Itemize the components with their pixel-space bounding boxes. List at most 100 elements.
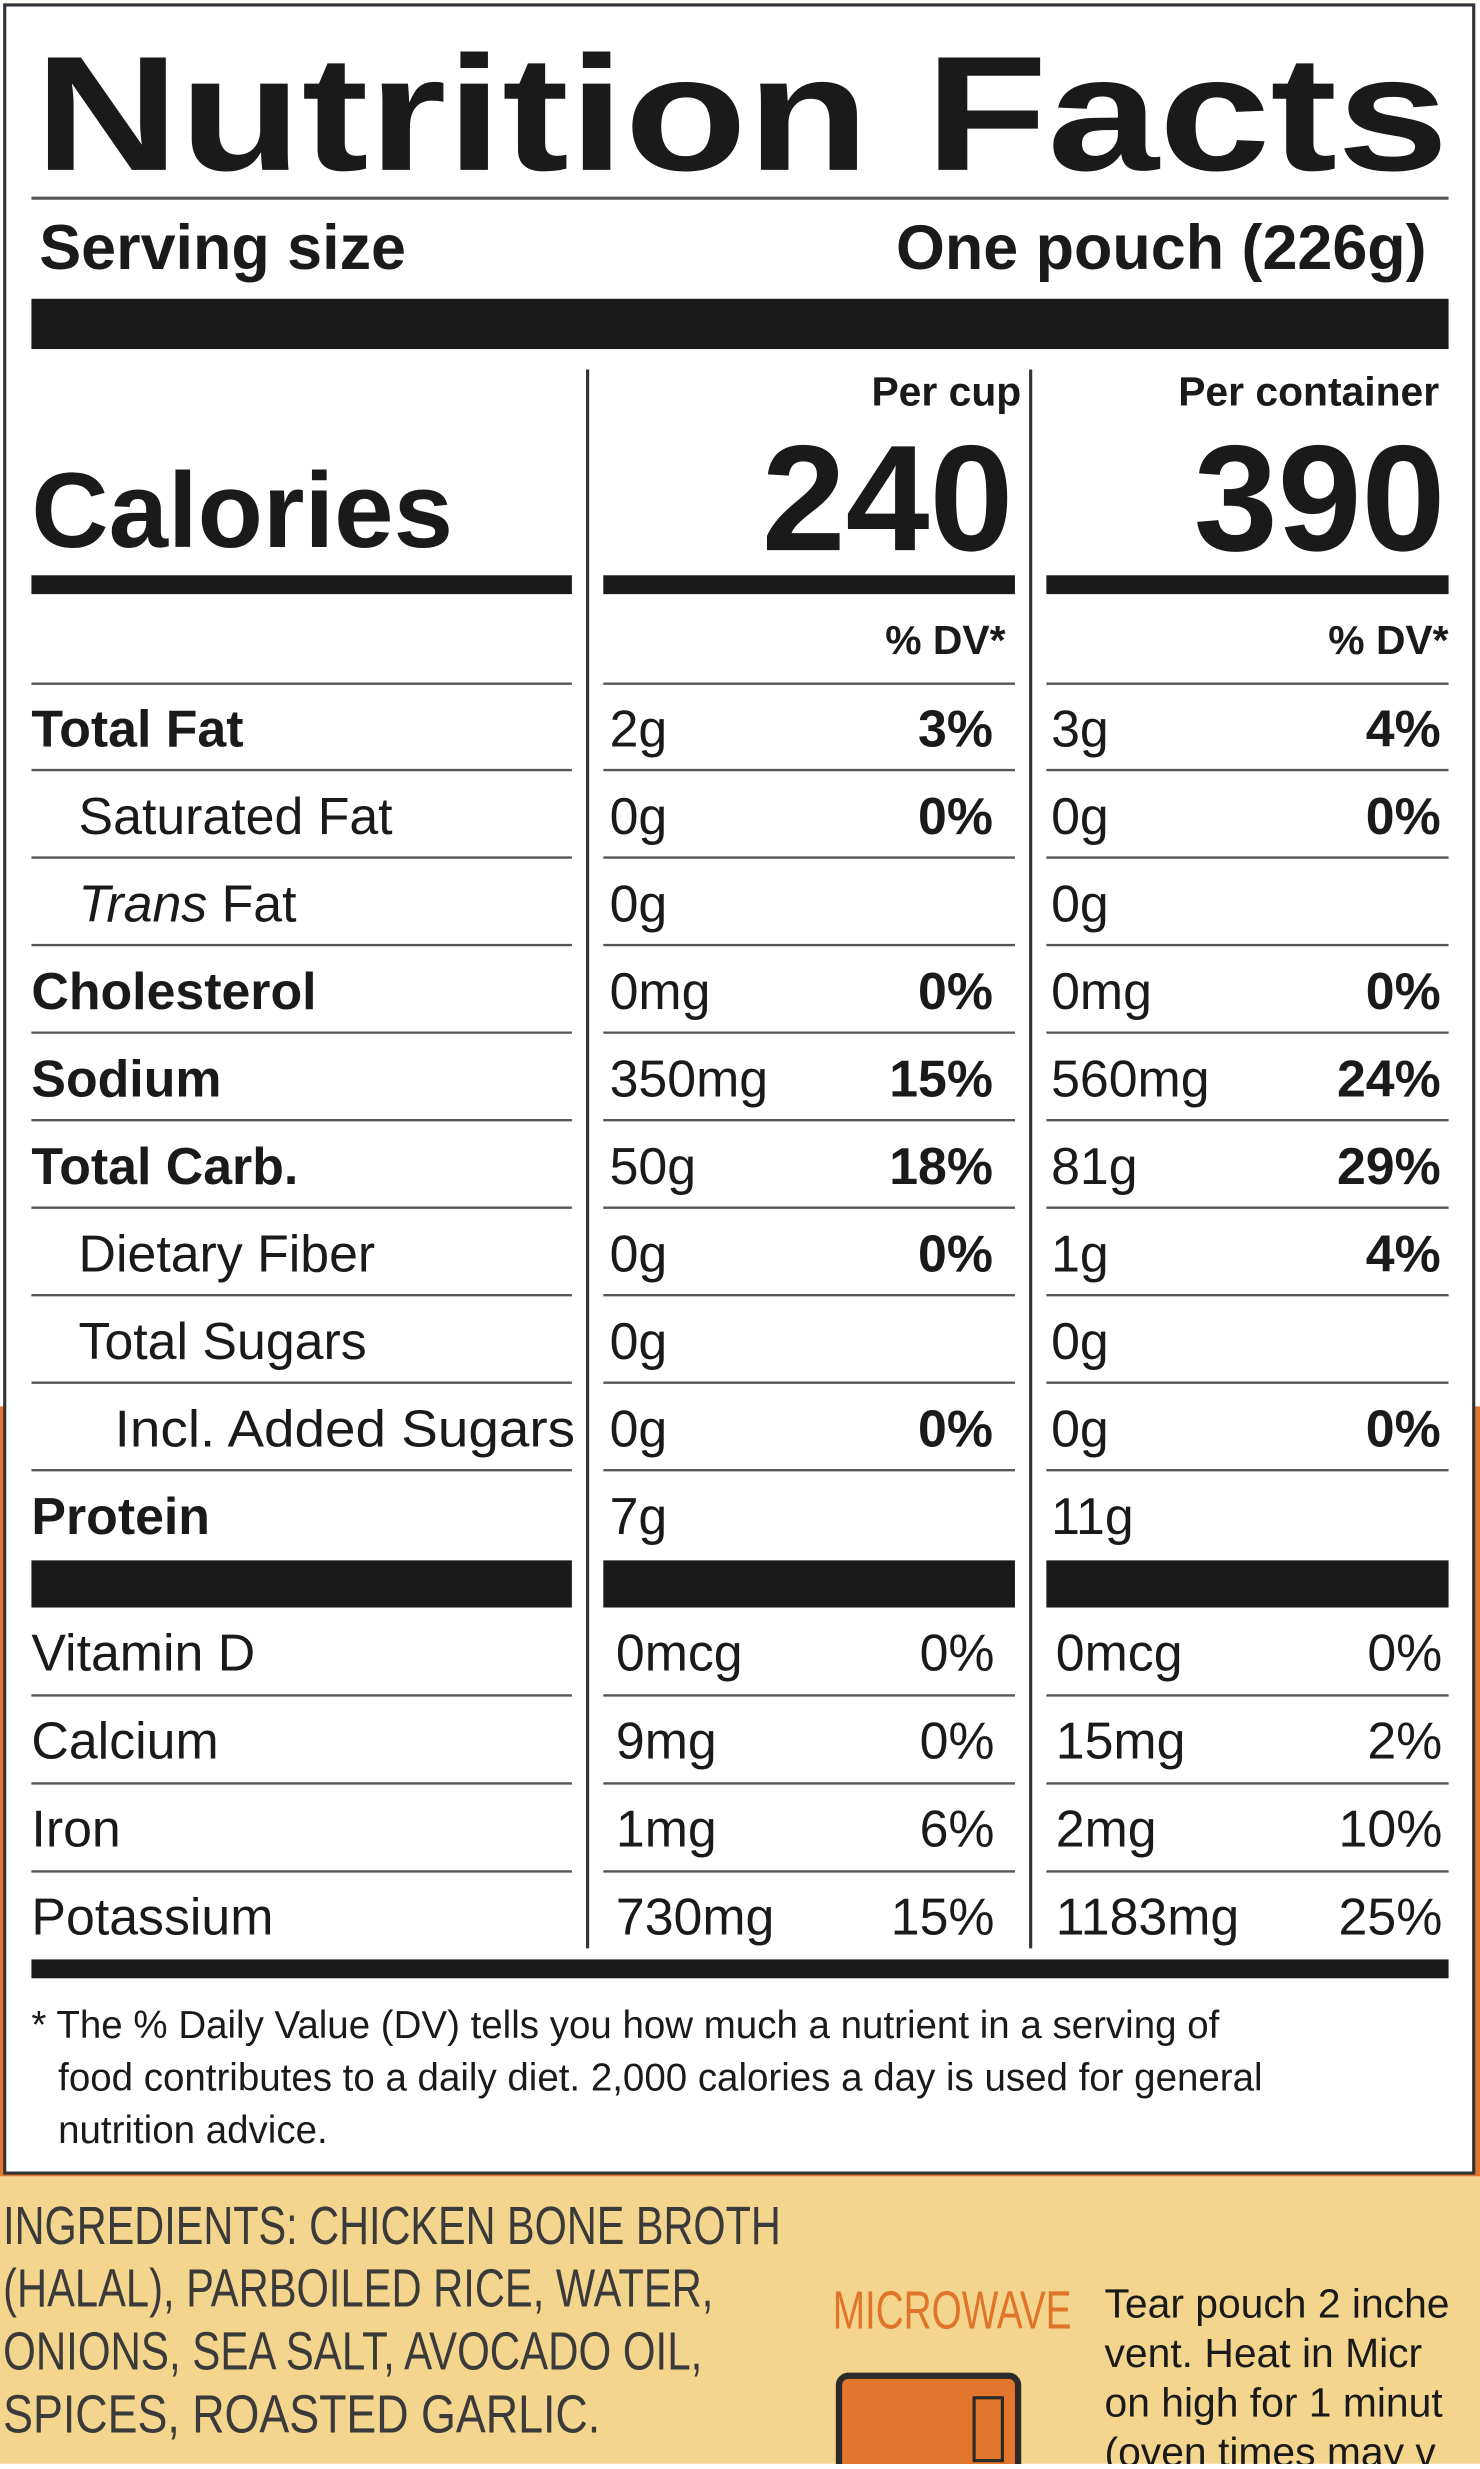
nutrient-name: Dietary Fiber [79,1225,376,1283]
daily-value: 0% [1366,962,1441,1020]
amount: 2mg [1056,1799,1157,1857]
daily-value: 29% [1337,1137,1441,1195]
amount: 1g [1051,1225,1109,1283]
amount: 7g [610,1487,668,1545]
column-heading: Per container [1178,369,1439,415]
ingredients: INGREDIENTS: CHICKEN BONE BROTH [3,2197,781,2256]
amount: 9mg [616,1711,717,1769]
nutrient-name: Cholesterol [31,962,316,1020]
nutrient-name: Total Carb. [31,1137,298,1195]
daily-value: 15% [889,1050,993,1108]
microwave-label: MICROWAVE [833,2282,1072,2341]
thick-bar [31,298,1449,350]
bar [31,1959,1449,1979]
daily-value: 24% [1337,1050,1441,1108]
ingredients: ONIONS, SEA SALT, AVOCADO OIL, [3,2322,702,2381]
nutrient-name: Protein [31,1487,210,1545]
daily-value: 6% [920,1799,995,1857]
daily-value: 0% [918,1400,993,1458]
daily-value: 0% [1367,1623,1442,1681]
bar [603,575,1015,595]
amount: 560mg [1051,1050,1209,1108]
microwave-icon-panel [972,2396,1004,2463]
ingredients: SPICES, ROASTED GARLIC. [3,2385,600,2444]
microwave-icon [835,2372,1022,2469]
amount: 0g [610,787,668,845]
amount: 3g [1051,700,1109,758]
footnote: nutrition advice. [58,2109,328,2152]
bar [31,575,572,595]
amount: 1mg [616,1799,717,1857]
daily-value: 0% [1366,1400,1441,1458]
ingredients: (HALAL), PARBOILED RICE, WATER, [3,2260,713,2319]
daily-value: 4% [1366,700,1441,758]
amount: 0mcg [1056,1623,1183,1681]
vitamin-name: Vitamin D [31,1623,255,1681]
daily-value: 2% [1367,1711,1442,1769]
amount: 11g [1051,1487,1134,1545]
amount: 0g [610,875,668,933]
amount: 0g [1051,875,1109,933]
column-heading: Per cup [871,369,1021,415]
daily-value: 4% [1366,1225,1441,1283]
daily-value: 10% [1339,1799,1443,1857]
label-panel [3,3,1476,2175]
bar [1046,1560,1449,1608]
vitamin-name: Potassium [31,1887,273,1945]
title: Nutrition Facts [35,22,1449,205]
vitamin-name: Calcium [31,1711,218,1769]
footnote: * The % Daily Value (DV) tells you how m… [31,2004,1219,2047]
calories-label: Calories [31,450,453,570]
daily-value: 0% [920,1623,995,1681]
daily-value: 0% [1366,787,1441,845]
bar [31,1560,572,1608]
daily-value: 0% [920,1711,995,1769]
bar [1046,575,1449,595]
vitamin-name: Iron [31,1799,120,1857]
nutrient-name: Total Sugars [79,1312,367,1370]
daily-value: 18% [889,1137,993,1195]
dv-heading: % DV* [1328,617,1448,663]
nutrient-name: Trans Fat [79,875,298,933]
amount: 1183mg [1056,1887,1239,1945]
nutrient-name: Total Fat [31,700,243,758]
nutrient-name: Incl. Added Sugars [115,1400,575,1458]
amount: 2g [610,700,668,758]
amount: 0g [1051,787,1109,845]
serving-value: One pouch (226g) [896,213,1427,283]
amount: 0g [610,1312,668,1370]
amount: 50g [610,1137,696,1195]
bar [603,1560,1015,1608]
amount: 0g [1051,1312,1109,1370]
daily-value: 3% [918,700,993,758]
amount: 0mcg [616,1623,743,1681]
dv-heading: % DV* [885,617,1005,663]
instructions: on high for 1 minut [1105,2380,1444,2426]
amount: 0g [610,1225,668,1283]
instructions: vent. Heat in Micr [1105,2330,1423,2376]
calories-value: 240 [762,413,1014,582]
amount: 0mg [610,962,711,1020]
nutrient-name: Saturated Fat [79,787,394,845]
daily-value: 25% [1339,1887,1443,1945]
amount: 0mg [1051,962,1152,1020]
nutrient-name-rest: Fat [222,875,297,933]
instructions: (oven times may v [1105,2429,1437,2464]
calories-value: 390 [1194,413,1446,582]
amount: 0g [610,1400,668,1458]
nutrient-name: Sodium [31,1050,221,1108]
amount: 350mg [610,1050,768,1108]
amount: 0g [1051,1400,1109,1458]
daily-value: 0% [918,962,993,1020]
daily-value: 15% [891,1887,995,1945]
footnote: food contributes to a daily diet. 2,000 … [58,2057,1262,2100]
daily-value: 0% [918,787,993,845]
daily-value: 0% [918,1225,993,1283]
serving-label: Serving size [39,213,406,283]
instructions: Tear pouch 2 inche [1105,2281,1450,2327]
amount: 730mg [616,1887,774,1945]
nutrient-name-italic: Trans [79,875,208,933]
amount: 15mg [1056,1711,1186,1769]
amount: 81g [1051,1137,1137,1195]
